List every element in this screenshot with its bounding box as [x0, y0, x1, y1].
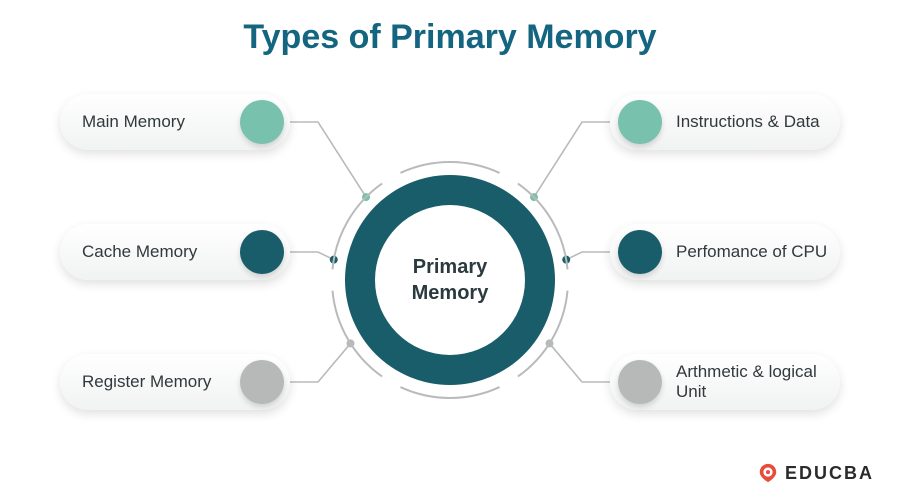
memory-item-3: Instructions & Data: [610, 94, 840, 150]
logo-text: EDUCBA: [785, 463, 874, 484]
brand-logo: EDUCBA: [757, 462, 874, 484]
item-dot: [618, 360, 662, 404]
item-label: Perfomance of CPU: [676, 242, 827, 262]
item-dot: [240, 230, 284, 274]
memory-item-1: Cache Memory: [60, 224, 290, 280]
center-hub: PrimaryMemory: [375, 205, 525, 355]
item-label: Register Memory: [82, 372, 211, 392]
memory-item-0: Main Memory: [60, 94, 290, 150]
item-dot: [240, 360, 284, 404]
page-title: Types of Primary Memory: [0, 0, 900, 57]
memory-item-2: Register Memory: [60, 354, 290, 410]
item-label: Cache Memory: [82, 242, 197, 262]
item-dot: [618, 230, 662, 274]
memory-item-5: Arthmetic & logicalUnit: [610, 354, 840, 410]
item-label: Arthmetic & logicalUnit: [676, 362, 817, 401]
item-dot: [618, 100, 662, 144]
item-label: Main Memory: [82, 112, 185, 132]
center-label: PrimaryMemory: [412, 254, 489, 306]
memory-item-4: Perfomance of CPU: [610, 224, 840, 280]
item-label: Instructions & Data: [676, 112, 820, 132]
item-dot: [240, 100, 284, 144]
logo-icon: [757, 462, 779, 484]
